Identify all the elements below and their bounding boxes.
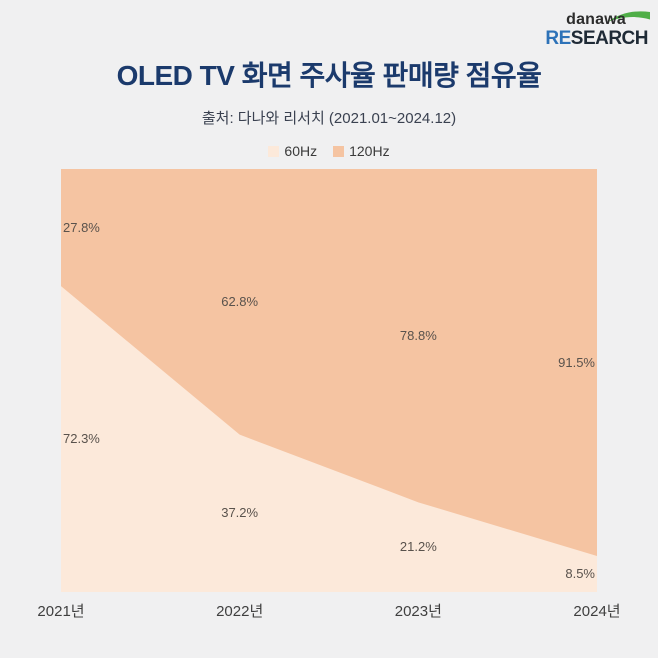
area-chart-svg xyxy=(61,169,597,592)
value-label-60hz-3: 8.5% xyxy=(565,566,595,582)
legend-label-60hz: 60Hz xyxy=(284,143,318,159)
logo-research-re: RE xyxy=(545,28,571,49)
value-label-120hz-1: 62.8% xyxy=(221,293,259,309)
area-series-60hz xyxy=(61,286,597,592)
legend-label-120hz: 120Hz xyxy=(349,143,390,159)
danawa-research-logo: danawa RESEARCH xyxy=(545,6,652,52)
value-label-120hz-3: 91.5% xyxy=(558,354,595,370)
stacked-area-chart: 27.8% 72.3% 2021년 62.8% 37.2% 2022년 78.8% 21.2%… xyxy=(37,169,621,620)
x-axis-label-3: 2024년 xyxy=(573,603,621,620)
page-title: OLED TV 화면 주사율 판매량 점유율 xyxy=(116,60,542,91)
source-caption: 출처: 다나와 리서치 (2021.01~2024.12) xyxy=(201,110,457,127)
logo-research-text: RESEARCH xyxy=(545,28,648,50)
value-label-60hz-2: 21.2% xyxy=(399,539,437,555)
x-axis-label-0: 2021년 xyxy=(37,603,85,620)
logo-brand-text: danawa xyxy=(566,11,626,28)
legend-swatch-60hz xyxy=(268,145,280,157)
x-axis-label-1: 2022년 xyxy=(216,603,264,620)
x-axis-label-2: 2023년 xyxy=(394,603,442,620)
value-label-60hz-1: 37.2% xyxy=(221,505,259,521)
logo-research-rest: SEARCH xyxy=(570,28,649,49)
chart-legend: 60Hz 120Hz xyxy=(0,143,658,159)
legend-item-120hz: 120Hz xyxy=(333,143,390,159)
legend-item-60hz: 60Hz xyxy=(268,143,317,159)
value-label-60hz-0: 72.3% xyxy=(63,431,100,447)
value-label-120hz-2: 78.8% xyxy=(399,327,437,343)
legend-swatch-120hz xyxy=(333,145,345,157)
value-label-120hz-0: 27.8% xyxy=(63,219,100,235)
swoosh-icon xyxy=(608,11,650,22)
